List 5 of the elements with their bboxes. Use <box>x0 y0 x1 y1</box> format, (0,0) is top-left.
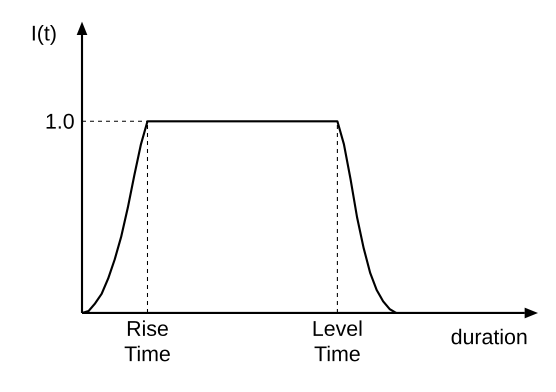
text: 1.0 <box>46 114 74 129</box>
x-axis-title: duration <box>452 328 526 344</box>
y-axis-title: I(t) <box>32 25 56 45</box>
x-tick-label: Level Time <box>314 320 362 362</box>
x-tick-label: Rise Time <box>124 320 170 362</box>
